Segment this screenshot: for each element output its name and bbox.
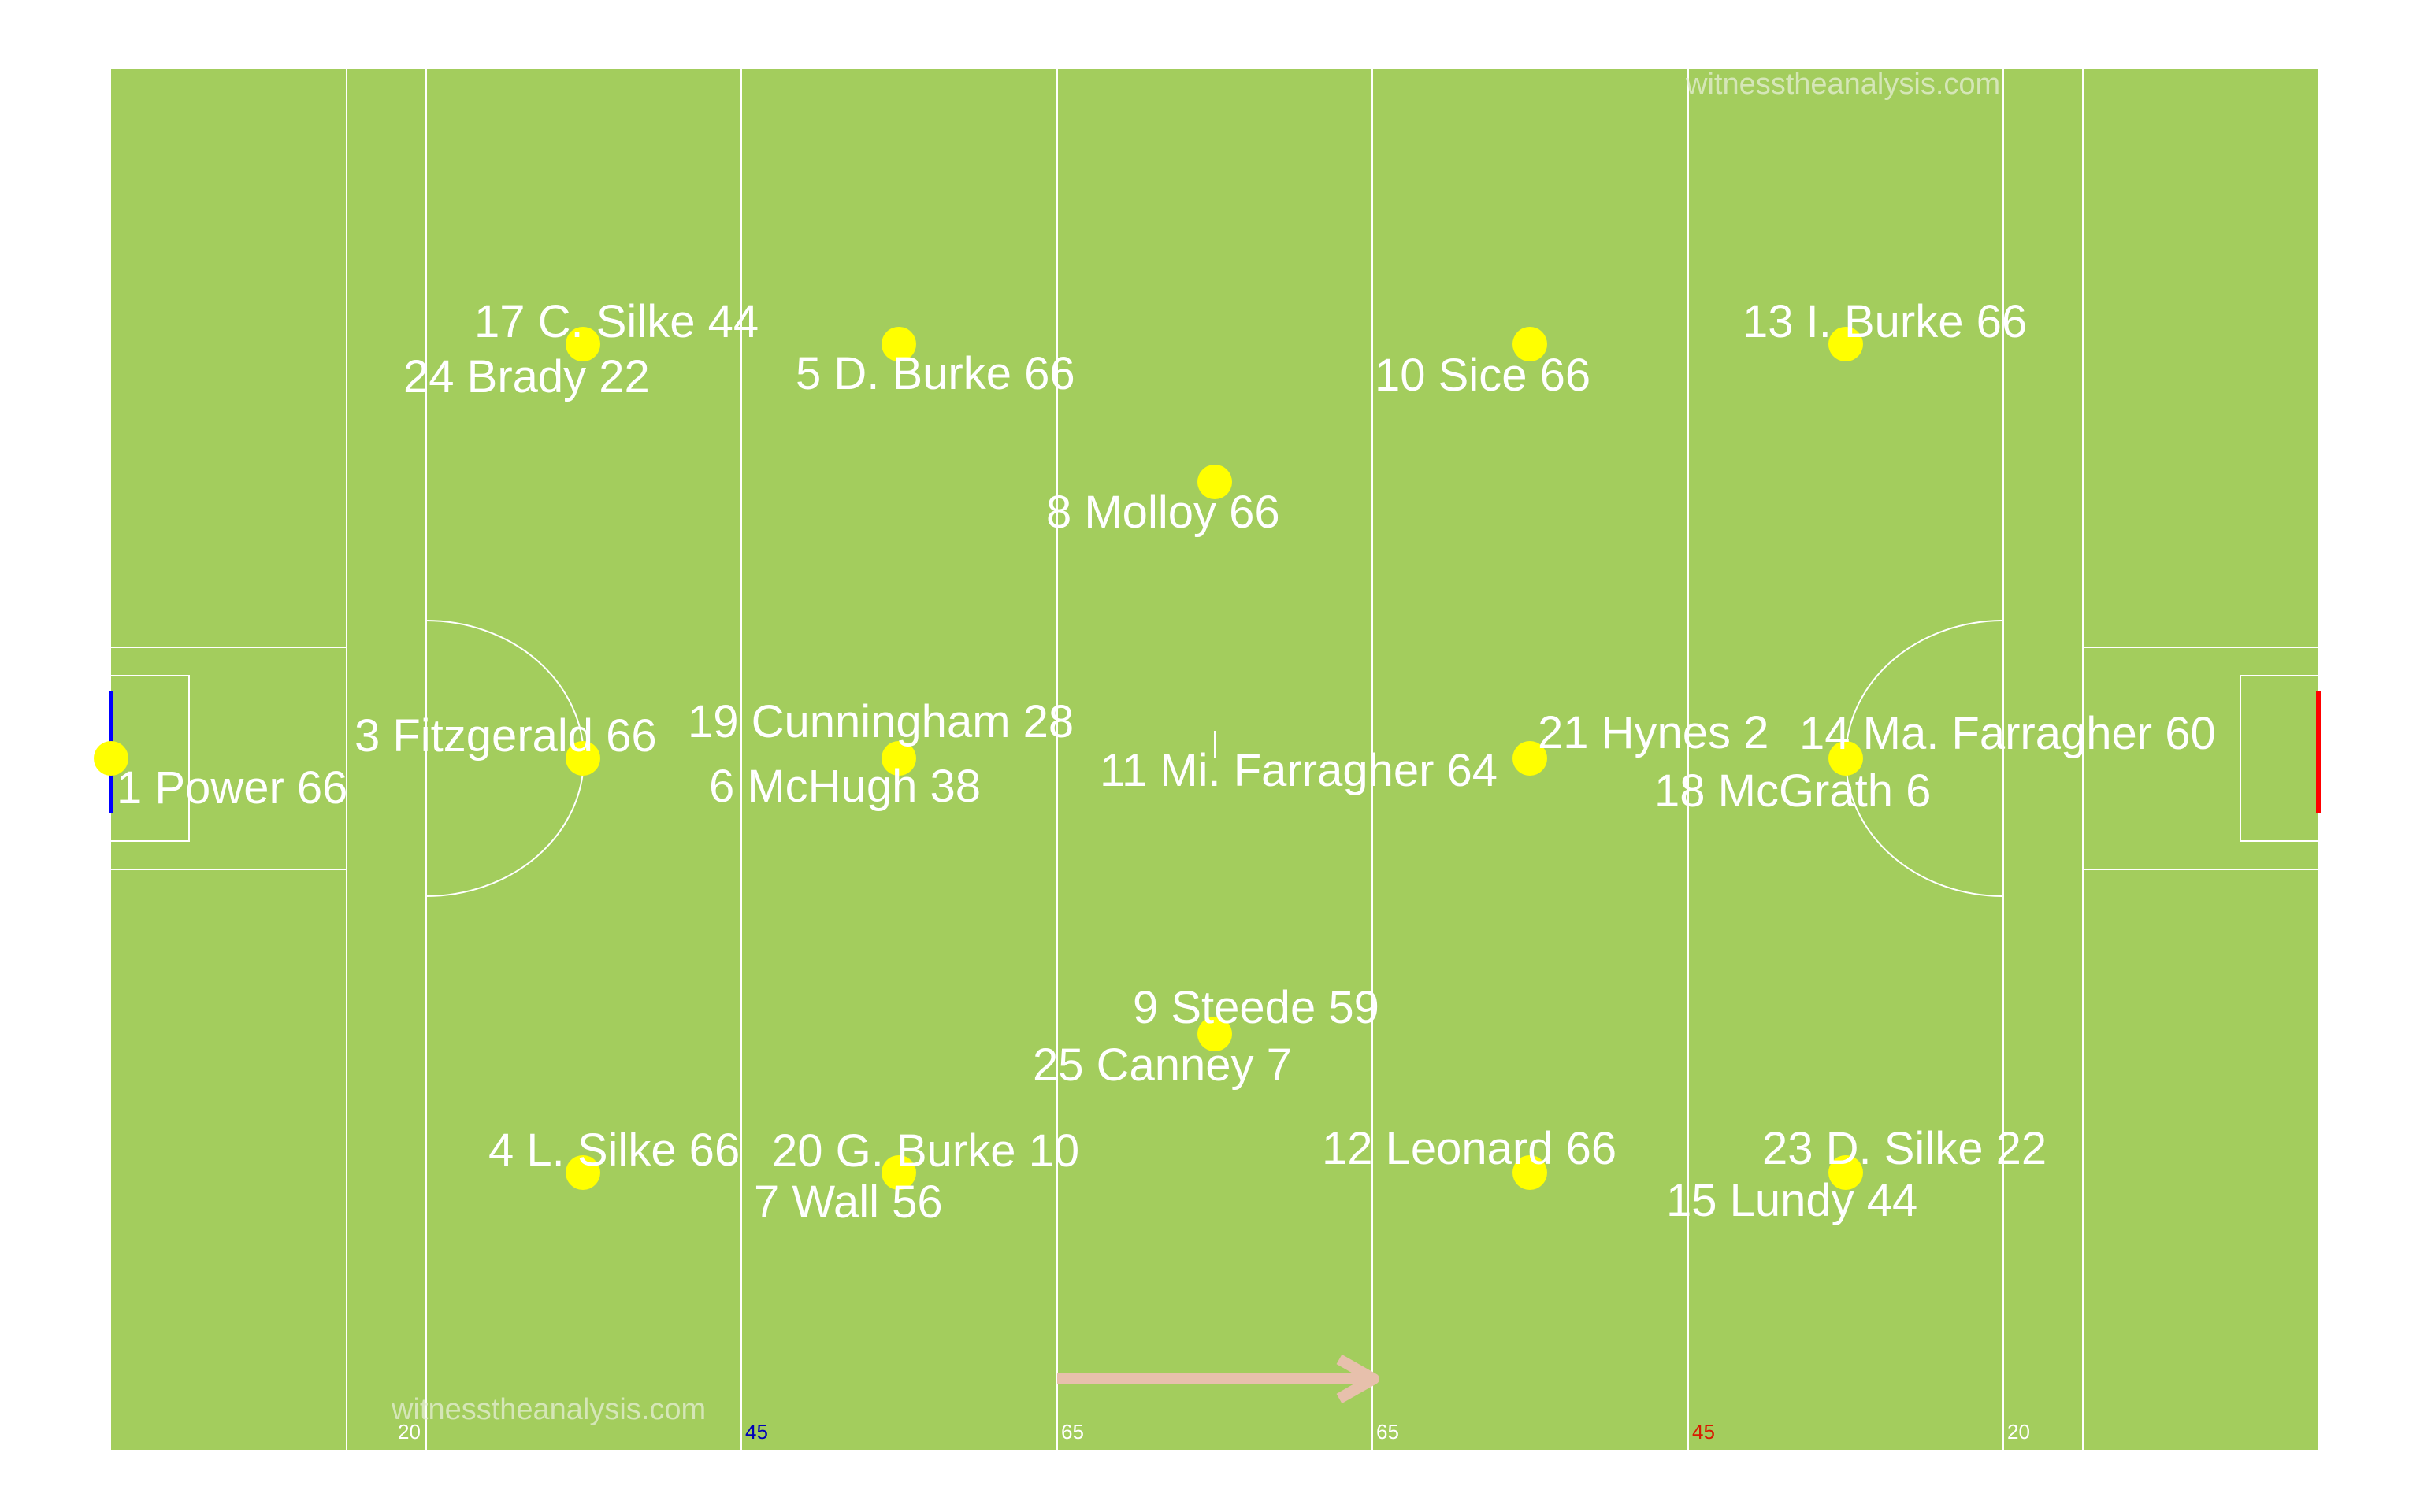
player-label: 9 Steede 59	[1133, 982, 1379, 1033]
right-large-rectangle	[2082, 647, 2318, 870]
watermark-bottom: witnesstheanalysis.com	[391, 1393, 706, 1426]
player-label: 10 Sice 66	[1375, 350, 1590, 401]
player-7-wall-dot	[882, 1155, 916, 1190]
player-label: 7 Wall 56	[754, 1177, 943, 1228]
pitch-lines	[111, 69, 2318, 1450]
marker-right-65: 65	[1376, 1420, 1399, 1443]
attack-direction-arrow	[1057, 1354, 1379, 1404]
player-label: 24 Brady 22	[403, 351, 650, 402]
player-label: 8 Molloy 66	[1046, 487, 1280, 538]
player-14-ma-farragher-dot	[1828, 741, 1863, 776]
player-13-i-burke-dot	[1828, 327, 1863, 361]
distance-markers: 20 45 65 65 45 20	[398, 1420, 2030, 1443]
player-label: 6 McHugh 38	[709, 761, 981, 812]
marker-left-20: 20	[398, 1420, 421, 1443]
player-label: 23 D. Silke 22	[1762, 1123, 2047, 1174]
player-12-leonard-dot	[1512, 1155, 1547, 1190]
player-label: 13 I. Burke 66	[1743, 296, 2027, 347]
player-label: 11 Mi. Farragher 64	[1100, 745, 1498, 796]
player-label: 15 Lundy 44	[1666, 1175, 1917, 1226]
player-15-lundy-dot	[1828, 1155, 1863, 1190]
pitch-surface	[111, 69, 2318, 1450]
player-label: 18 McGrath 6	[1654, 765, 1931, 817]
marker-right-20: 20	[2007, 1420, 2030, 1443]
players: 1 Power 66 3 Fitzgerald 66 4 L. Silke 66…	[94, 296, 2216, 1228]
player-21-hynes-dot	[1512, 741, 1547, 776]
watermark-top: witnesstheanalysis.com	[1685, 68, 2000, 101]
left-small-rectangle	[111, 675, 190, 842]
player-4-l-silke-dot	[566, 1155, 600, 1190]
player-label: 4 L. Silke 66	[488, 1125, 740, 1176]
player-label: 19 Cunningham 28	[688, 696, 1074, 747]
player-label: 14 Ma. Farragher 60	[1799, 708, 2216, 759]
player-3-fitzgerald-dot	[566, 741, 600, 776]
player-label: 1 Power 66	[117, 762, 347, 813]
marker-left-65: 65	[1061, 1420, 1084, 1443]
player-9-steede-dot	[1197, 1017, 1232, 1051]
player-label: 12 Leonard 66	[1322, 1123, 1616, 1174]
player-label: 3 Fitzgerald 66	[354, 710, 657, 762]
arrow-head	[1336, 1354, 1379, 1404]
player-label: 5 D. Burke 66	[796, 348, 1075, 399]
player-5-d-burke-dot	[882, 327, 916, 361]
marker-left-45: 45	[745, 1420, 768, 1443]
player-6-mchugh-dot	[882, 741, 916, 776]
player-10-sice-dot	[1512, 327, 1547, 361]
left-large-rectangle	[111, 647, 347, 870]
player-label: 25 Canney 7	[1033, 1040, 1292, 1091]
player-label: 20 G. Burke 10	[772, 1125, 1079, 1177]
player-8-molloy-dot	[1197, 465, 1232, 499]
player-1-power-dot	[94, 741, 128, 776]
marker-right-45: 45	[1692, 1420, 1715, 1443]
player-17-c-silke-dot	[566, 327, 600, 361]
player-label: 17 C. Silke 44	[474, 296, 759, 347]
player-label: 21 Hynes 2	[1538, 707, 1769, 758]
right-small-rectangle	[2240, 675, 2318, 842]
